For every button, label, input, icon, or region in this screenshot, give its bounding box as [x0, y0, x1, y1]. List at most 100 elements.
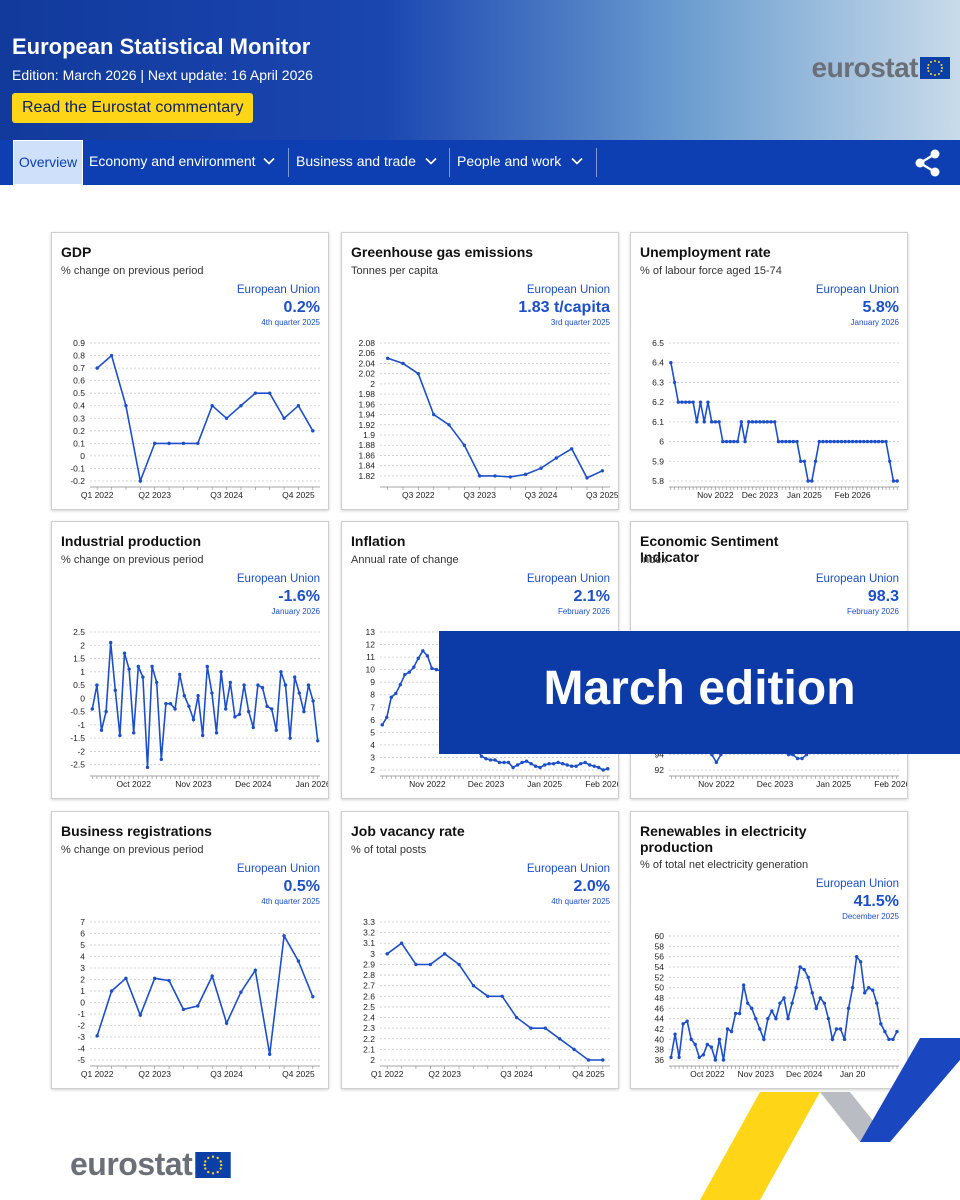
y-tick-label: 0.4 [73, 401, 85, 411]
y-tick-label: -5 [77, 1055, 85, 1065]
data-point [745, 1001, 750, 1005]
y-tick-label: -1 [77, 1009, 85, 1019]
data-point [302, 709, 306, 714]
eu-flag-icon [195, 1151, 231, 1178]
data-point [597, 765, 601, 770]
indicator-card[interactable]: GDP % change on previous period European… [51, 232, 329, 510]
line-chart: 2.5 2 1.5 1 0.5 0 -0.5 -1 -1.5 -2 -2.5 Oct 2022 Nov … [70, 627, 328, 789]
x-tick-label: Feb 2026 [874, 779, 907, 789]
card-period: February 2026 [557, 607, 610, 616]
data-point [687, 400, 692, 404]
indicator-card[interactable]: Greenhouse gas emissions Tonnes per capi… [341, 232, 619, 510]
data-point [431, 412, 436, 417]
data-point [425, 654, 430, 658]
y-tick-label: -0.5 [70, 707, 85, 717]
data-point [233, 715, 237, 719]
nav-divider [596, 148, 597, 177]
y-tick-label: 0.5 [73, 680, 85, 690]
data-point [124, 976, 128, 981]
data-point [869, 439, 873, 444]
y-tick-label: 0 [80, 451, 85, 461]
data-point [858, 960, 863, 964]
data-point [790, 1001, 794, 1005]
y-tick-label: 0.5 [73, 388, 85, 398]
data-point [297, 691, 301, 695]
y-tick-label: 11 [366, 652, 375, 662]
indicator-card[interactable]: Business registrations % change on previ… [51, 811, 329, 1089]
nav-tab-overview[interactable]: Overview [13, 140, 83, 185]
x-tick-label: Jan 2025 [787, 490, 822, 500]
data-point [702, 420, 706, 424]
data-point [283, 683, 288, 687]
y-tick-label: 3.1 [363, 938, 375, 948]
card-period: 3rd quarter 2025 [550, 318, 610, 327]
y-tick-label: 56 [655, 952, 665, 962]
data-point [127, 667, 131, 671]
data-point [224, 707, 228, 711]
chevron-down-icon[interactable] [263, 155, 275, 167]
nav-tab-people-work[interactable]: People and work [457, 140, 561, 185]
x-tick-label: Q3 2022 [402, 490, 435, 500]
data-point [770, 1009, 774, 1013]
x-tick-label: Oct 2022 [116, 779, 151, 789]
y-tick-label: 6 [370, 715, 375, 725]
y-tick-label: 10 [366, 665, 376, 675]
indicator-card[interactable]: Renewables in electricity production % o… [630, 811, 908, 1089]
data-point [873, 439, 877, 444]
card-subtitle: % of labour force aged 15-74 [640, 265, 782, 277]
card-title: Greenhouse gas emissions [351, 244, 534, 260]
share-icon[interactable] [913, 148, 943, 178]
nav-tab-economy-environment[interactable]: Economy and environment [89, 140, 256, 185]
data-point [769, 420, 773, 424]
data-point [750, 1006, 754, 1011]
data-point [813, 459, 818, 463]
data-point [839, 439, 844, 444]
data-point [543, 1026, 548, 1030]
x-tick-label: Q1 2022 [81, 1069, 114, 1079]
data-point [862, 439, 866, 444]
commentary-button[interactable]: Read the Eurostat commentary [12, 93, 254, 123]
nav-tab-business-trade[interactable]: Business and trade [296, 140, 416, 185]
data-point [871, 988, 875, 992]
data-point [818, 996, 823, 1000]
card-value: 0.5% [283, 878, 320, 895]
y-tick-label: 2 [80, 640, 85, 650]
data-point [253, 968, 258, 972]
data-point [150, 664, 154, 669]
chevron-down-icon[interactable] [571, 155, 583, 167]
data-point [721, 439, 725, 444]
data-point [99, 728, 104, 732]
data-point [709, 420, 714, 424]
indicator-card[interactable]: Job vacancy rate % of total posts Europe… [341, 811, 619, 1089]
data-point [493, 474, 497, 478]
data-point [167, 978, 171, 983]
nav-divider [288, 148, 289, 177]
y-tick-label: 2 [370, 379, 375, 389]
x-tick-label: Jan 2025 [816, 779, 851, 789]
indicator-card[interactable]: Unemployment rate % of labour force aged… [630, 232, 908, 510]
card-value: 98.3 [867, 588, 899, 605]
data-point [442, 952, 447, 956]
chevron-down-icon[interactable] [425, 155, 437, 167]
x-tick-label: Q3 2023 [463, 490, 496, 500]
footer-eurostat-logo[interactable]: eurostat [70, 1146, 231, 1183]
y-tick-label: 1.82 [358, 471, 375, 481]
line-chart: 13 12 11 10 9 8 7 6 5 4 3 2 Nov 2022 Dec 2023 Jan 2025… [366, 627, 618, 789]
x-tick-label: Dec 2023 [757, 779, 794, 789]
y-tick-label: 7 [370, 702, 375, 712]
data-point [109, 640, 113, 645]
eurostat-logo[interactable]: eurostat [812, 52, 950, 84]
data-point [676, 400, 680, 404]
data-point [270, 707, 274, 711]
x-tick-label: Nov 2022 [698, 779, 735, 789]
data-point [786, 1016, 790, 1021]
data-point [717, 420, 721, 424]
eu-flag-icon [920, 57, 950, 79]
data-point [152, 441, 157, 446]
data-point [691, 400, 695, 404]
y-tick-label: 5.9 [652, 456, 664, 466]
y-tick-label: -0.1 [70, 463, 85, 473]
y-tick-label: 92 [655, 765, 665, 775]
data-point [159, 757, 163, 762]
indicator-card[interactable]: Industrial production % change on previo… [51, 521, 329, 799]
